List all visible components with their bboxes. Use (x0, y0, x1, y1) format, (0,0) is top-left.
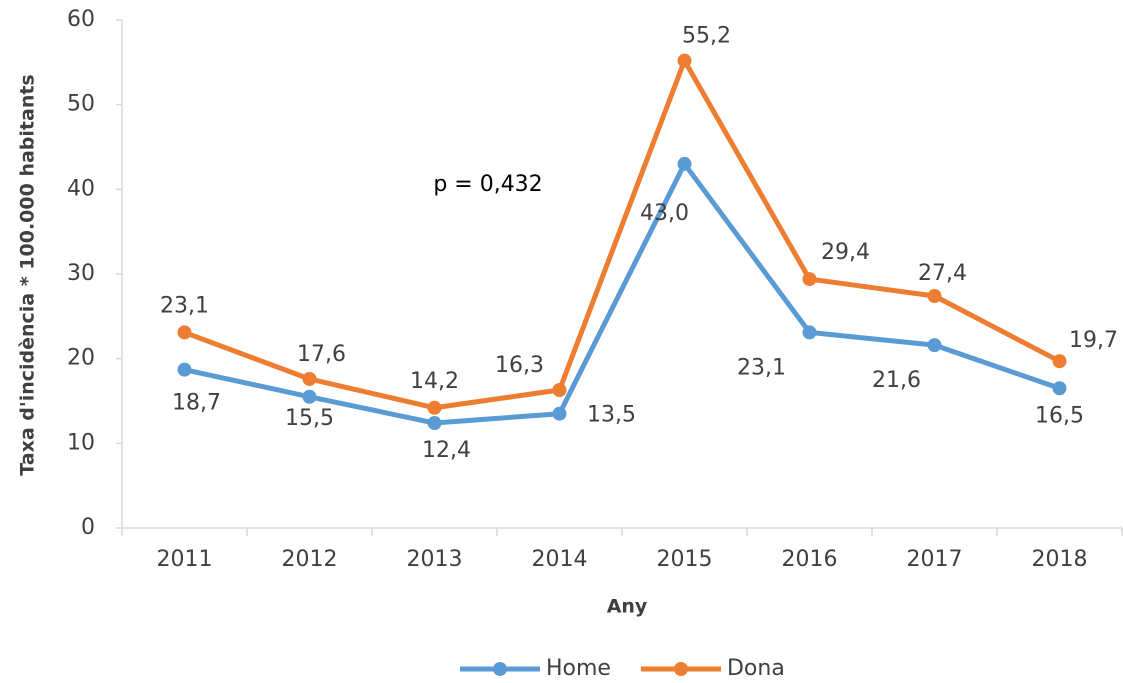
x-tick-label: 2017 (907, 547, 963, 572)
data-label: 55,2 (682, 24, 731, 49)
data-label: 16,3 (495, 353, 544, 378)
series-line (183, 58, 1061, 411)
y-tick-label: 60 (67, 7, 95, 32)
point (302, 371, 317, 386)
point (1052, 354, 1067, 369)
data-label: 21,6 (872, 368, 921, 393)
point (927, 289, 942, 304)
legend-label: Home (546, 656, 611, 681)
point (177, 362, 192, 377)
y-tick-label: 50 (67, 92, 95, 117)
point (1052, 381, 1067, 396)
data-label: 12,4 (422, 438, 471, 463)
data-label: 43,0 (640, 201, 689, 226)
annotation: p = 0,432 (433, 172, 542, 197)
y-tick-label: 40 (67, 176, 95, 201)
data-label: 27,4 (918, 261, 967, 286)
x-tick-label: 2015 (657, 547, 713, 572)
point (802, 325, 817, 340)
x-axis-label: Any (607, 596, 648, 618)
data-label: 17,6 (297, 342, 346, 367)
data-label: 23,1 (160, 293, 209, 318)
data-label: 19,7 (1069, 328, 1118, 353)
y-tick-label: 0 (81, 515, 95, 540)
point (552, 382, 567, 397)
x-tick-label: 2016 (782, 547, 838, 572)
point (177, 325, 192, 340)
data-label: 18,7 (172, 391, 221, 416)
data-label: 13,5 (587, 403, 636, 428)
y-tick-label: 20 (67, 346, 95, 371)
data-label: 14,2 (410, 369, 459, 394)
x-tick-label: 2011 (157, 547, 213, 572)
x-tick-label: 2012 (282, 547, 338, 572)
x-tick-label: 2013 (407, 547, 463, 572)
point (302, 389, 317, 404)
point (802, 272, 817, 287)
point (427, 400, 442, 415)
legend-marker (673, 662, 688, 676)
point (552, 406, 567, 421)
x-tick-label: 2018 (1032, 547, 1088, 572)
y-tick-label: 10 (67, 430, 95, 455)
point (677, 53, 692, 68)
point (927, 338, 942, 353)
y-axis-label: Taxa d'incidència * 100.000 habitants (17, 74, 39, 475)
point (677, 156, 692, 171)
series-line (183, 161, 1061, 426)
y-tick-label: 30 (67, 261, 95, 286)
legend-marker (493, 662, 507, 676)
data-label: 16,5 (1035, 403, 1084, 428)
data-label: 15,5 (285, 406, 334, 431)
data-label: 29,4 (821, 240, 870, 265)
legend-label: Dona (727, 656, 785, 681)
x-tick-label: 2014 (532, 547, 588, 572)
point (427, 416, 442, 431)
data-label: 23,1 (737, 355, 786, 380)
